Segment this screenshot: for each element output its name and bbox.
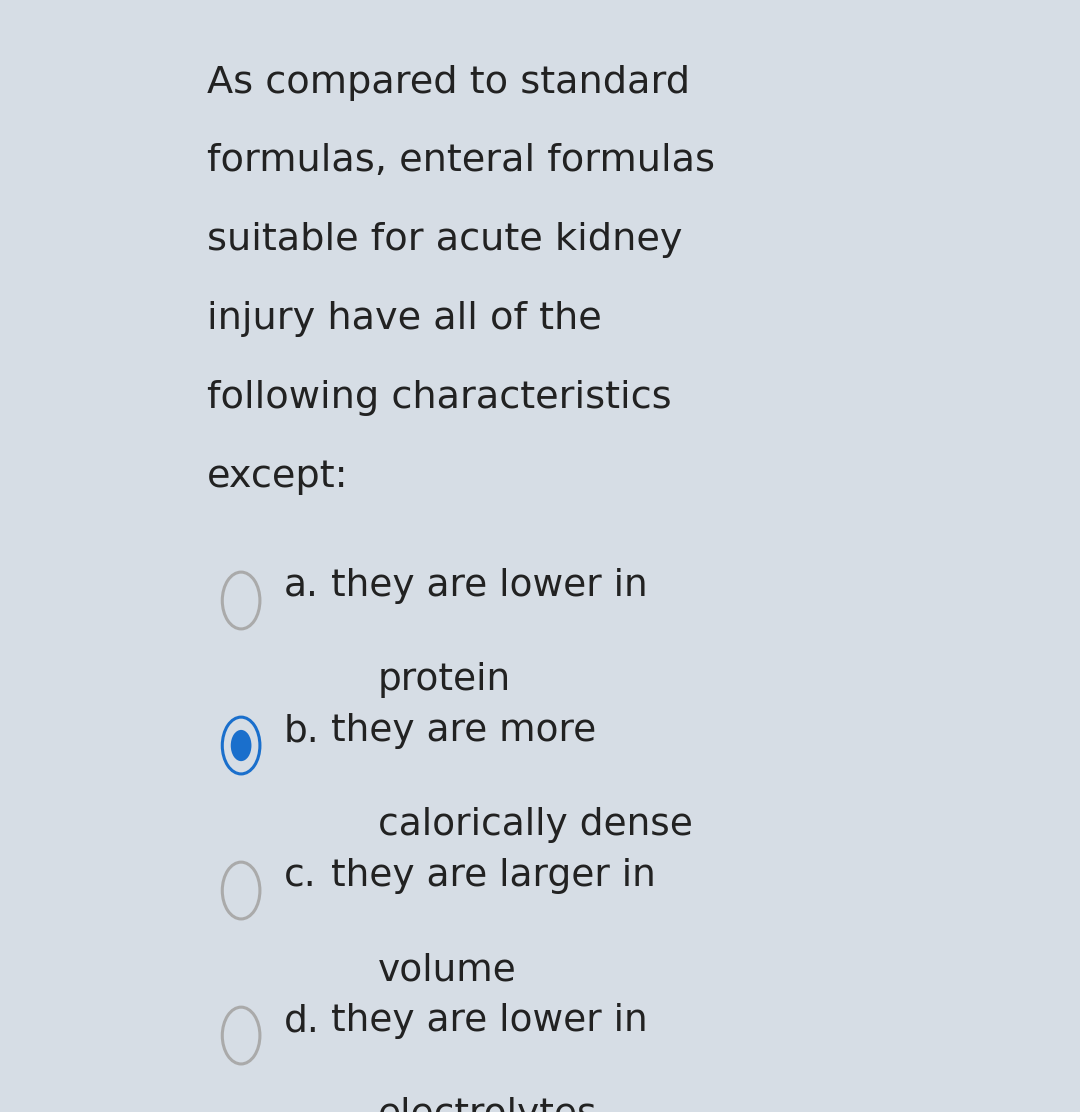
Text: b.: b.	[284, 713, 320, 749]
Text: d.: d.	[284, 1003, 320, 1040]
Text: calorically dense: calorically dense	[378, 807, 693, 843]
Text: injury have all of the: injury have all of the	[207, 301, 602, 337]
Text: As compared to standard: As compared to standard	[207, 64, 690, 100]
Text: protein: protein	[378, 662, 511, 698]
Text: they are lower in: they are lower in	[330, 1003, 648, 1040]
Text: formulas, enteral formulas: formulas, enteral formulas	[207, 143, 715, 179]
Text: following characteristics: following characteristics	[207, 380, 672, 416]
Text: volume: volume	[378, 952, 516, 989]
Text: except:: except:	[207, 458, 349, 495]
Text: electrolytes: electrolytes	[378, 1098, 597, 1112]
Text: they are more: they are more	[330, 713, 596, 749]
Text: they are larger in: they are larger in	[330, 858, 656, 894]
Text: a.: a.	[284, 568, 319, 604]
Ellipse shape	[231, 729, 252, 761]
Text: suitable for acute kidney: suitable for acute kidney	[207, 222, 683, 258]
Text: they are lower in: they are lower in	[330, 568, 648, 604]
Text: c.: c.	[284, 858, 316, 894]
